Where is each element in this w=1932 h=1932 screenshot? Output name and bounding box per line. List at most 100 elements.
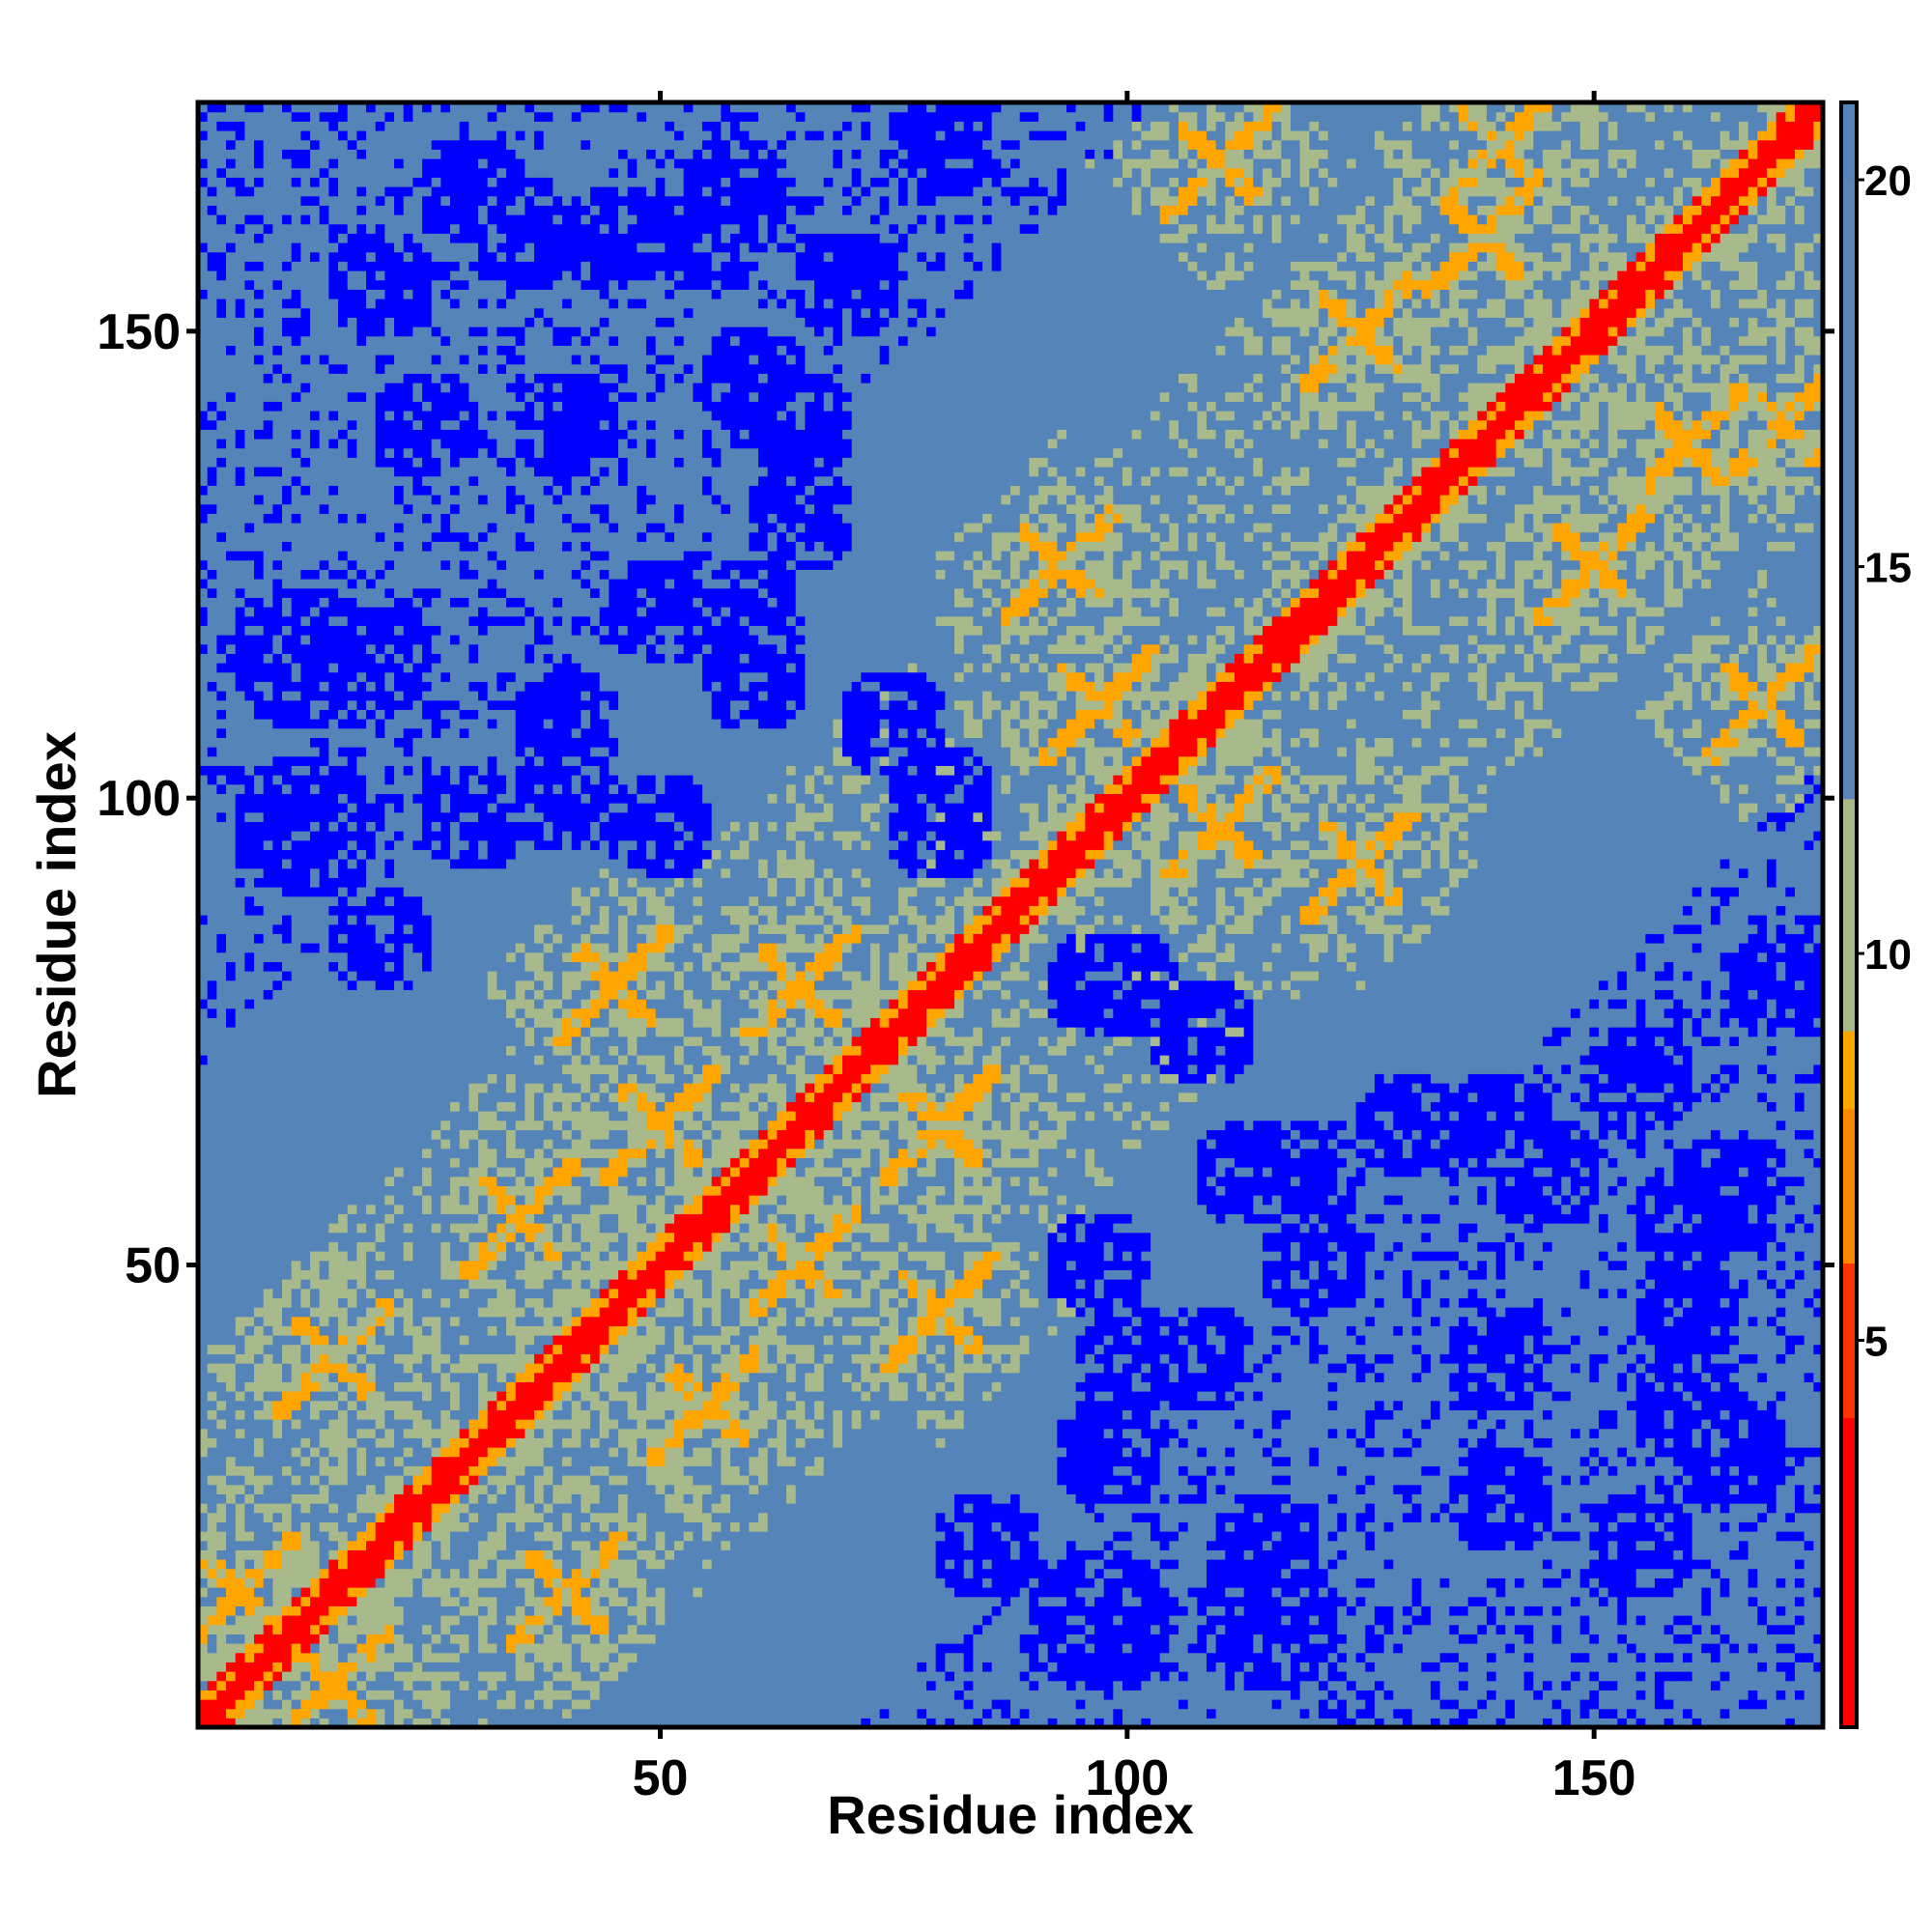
heatmap-cell [432, 1457, 441, 1466]
heatmap-cell [282, 1671, 292, 1681]
heatmap-cell [740, 1597, 750, 1606]
heatmap-cell [1729, 1662, 1739, 1671]
heatmap-cell [749, 1653, 758, 1662]
heatmap-cell [348, 1513, 357, 1522]
heatmap-cell [1225, 1699, 1235, 1709]
heatmap-cell [384, 1653, 394, 1662]
heatmap-cell [852, 1662, 862, 1671]
heatmap-cell [422, 1615, 432, 1625]
heatmap-cell [796, 1605, 806, 1615]
heatmap-cell [1169, 1662, 1179, 1671]
heatmap-cell [1141, 1457, 1151, 1466]
heatmap-cell [272, 1597, 282, 1606]
heatmap-cell [926, 1699, 936, 1709]
heatmap-cell [1468, 1634, 1478, 1643]
heatmap-cell [1636, 1690, 1646, 1699]
heatmap-cell [1683, 1681, 1692, 1690]
heatmap-cell [889, 1503, 898, 1513]
heatmap-cell [272, 1521, 282, 1531]
heatmap-cell [525, 1465, 534, 1475]
heatmap-cell [1179, 1493, 1188, 1503]
heatmap-cell [1328, 1681, 1338, 1690]
heatmap-cell [758, 1577, 768, 1587]
heatmap-cell [936, 1615, 946, 1625]
heatmap-cell [1533, 1521, 1543, 1531]
heatmap-cell [348, 1634, 357, 1643]
heatmap-cell [404, 1577, 413, 1587]
heatmap-cell [1160, 1513, 1170, 1522]
heatmap-cell [684, 1577, 694, 1587]
heatmap-cell [1029, 1465, 1038, 1475]
heatmap-cell [693, 1643, 702, 1653]
heatmap-cell [590, 1513, 600, 1522]
heatmap-cell [1440, 1559, 1450, 1569]
heatmap-cell [1066, 1587, 1076, 1597]
heatmap-cell [889, 1615, 898, 1625]
heatmap-cell [384, 1513, 394, 1522]
heatmap-cell [1001, 1577, 1010, 1587]
heatmap-cell [954, 1493, 964, 1503]
heatmap-cell [1253, 1549, 1263, 1559]
heatmap-cell [1085, 1699, 1094, 1709]
heatmap-cell [412, 1559, 422, 1569]
heatmap-cell [870, 1513, 880, 1522]
heatmap-cell [1459, 1577, 1468, 1587]
heatmap-cell [376, 1541, 385, 1550]
heatmap-cell [300, 1541, 310, 1550]
heatmap-cell [693, 1485, 702, 1494]
heatmap-cell [1104, 1485, 1114, 1494]
heatmap-cell [562, 1541, 572, 1550]
heatmap-cell [460, 1625, 469, 1634]
heatmap-cell [1561, 1709, 1571, 1719]
heatmap-cell [1384, 1559, 1394, 1569]
heatmap-cell [1244, 1457, 1254, 1466]
heatmap-cell [292, 1493, 301, 1503]
heatmap-cell [1132, 1681, 1142, 1690]
heatmap-cell [348, 1662, 357, 1671]
heatmap-cell [1225, 1531, 1235, 1541]
heatmap-cell [1001, 1643, 1010, 1653]
heatmap-cell [665, 1681, 674, 1690]
heatmap-cell [646, 1662, 656, 1671]
heatmap-cell [469, 1457, 478, 1466]
heatmap-cell [1132, 1541, 1142, 1550]
heatmap-cell [1179, 1531, 1188, 1541]
heatmap-cell [973, 1643, 982, 1653]
heatmap-cell [1655, 1634, 1664, 1643]
heatmap-cell [936, 1699, 946, 1709]
heatmap-cell [1580, 1605, 1590, 1615]
heatmap-cell [1552, 1541, 1562, 1550]
heatmap-cell [824, 1671, 834, 1681]
heatmap-cell [1785, 1615, 1795, 1625]
heatmap-cell [1524, 1662, 1534, 1671]
heatmap-cell [889, 1690, 898, 1699]
heatmap-cell [1328, 1587, 1338, 1597]
heatmap-cell [1393, 1559, 1403, 1569]
heatmap-cell [1505, 1634, 1515, 1643]
heatmap-cell [1337, 1615, 1347, 1625]
heatmap-cell [1552, 1634, 1562, 1643]
heatmap-cell [1468, 1577, 1478, 1587]
heatmap-cell [590, 1521, 600, 1531]
heatmap-cell [684, 1709, 694, 1719]
heatmap-cell [516, 1521, 526, 1531]
heatmap-cell [1151, 1634, 1160, 1643]
heatmap-cell [328, 1503, 338, 1513]
heatmap-cell [1552, 1625, 1562, 1634]
heatmap-cell [1029, 1699, 1038, 1709]
heatmap-cell [702, 1662, 712, 1671]
heatmap-cell [1010, 1457, 1020, 1466]
heatmap-cell [1104, 1681, 1114, 1690]
heatmap-cell [618, 1699, 628, 1709]
heatmap-cell [1076, 1493, 1086, 1503]
heatmap-cell [1010, 1653, 1020, 1662]
heatmap-cell [1505, 1625, 1515, 1634]
heatmap-cell [889, 1475, 898, 1485]
heatmap-cell [1384, 1634, 1394, 1643]
heatmap-cell [1057, 1587, 1066, 1597]
heatmap-cell [964, 1457, 974, 1466]
heatmap-cell [1533, 1605, 1543, 1615]
heatmap-cell [665, 1699, 674, 1709]
heatmap-cell [1599, 1699, 1608, 1709]
heatmap-cell [674, 1653, 684, 1662]
